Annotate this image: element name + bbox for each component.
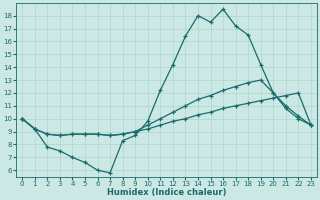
X-axis label: Humidex (Indice chaleur): Humidex (Indice chaleur) [107,188,226,197]
